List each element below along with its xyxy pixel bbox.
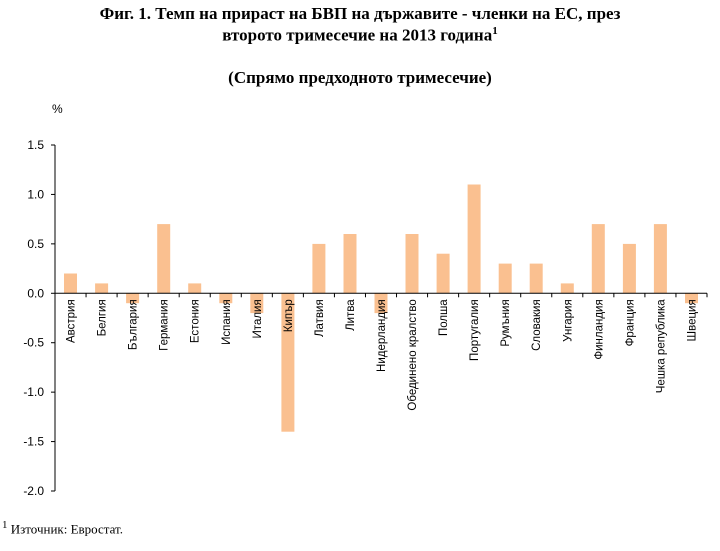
footnote: 1 Източник: Евростат.	[2, 519, 123, 537]
x-category-label: Унгария	[562, 299, 574, 342]
title-text-2: второто тримесечие на 2013 година	[222, 25, 493, 45]
subtitle-text: (Спрямо предходното тримесечие)	[228, 68, 492, 87]
y-tick-label: 0.5	[27, 237, 44, 251]
bar-14	[467, 184, 481, 294]
title-text-1: Фиг. 1. Темп на прираст на БВП на държав…	[99, 4, 621, 23]
bar-4	[157, 224, 171, 294]
bar-17	[560, 283, 574, 294]
axes-group	[51, 144, 708, 492]
chart-title-line2: второто тримесечие на 2013 година1	[0, 25, 720, 46]
chart-title-line1: Фиг. 1. Темп на прираст на БВП на държав…	[0, 4, 720, 24]
x-category-label: Финландия	[593, 299, 605, 359]
x-category-label: Чешка република	[655, 299, 667, 394]
x-category-label: Обединено кралство	[407, 299, 419, 410]
bar-19	[622, 243, 636, 294]
bar-11	[374, 293, 388, 314]
x-category-label: Словакия	[531, 299, 543, 351]
x-category-label: Швеция	[687, 299, 699, 341]
x-category-label: Естония	[190, 299, 202, 343]
y-tick-label: 1.5	[27, 138, 44, 152]
x-category-label: Белгия	[97, 299, 109, 336]
title-footnote-mark: 1	[492, 25, 498, 37]
x-category-label: Австрия	[66, 299, 78, 343]
bar-18	[591, 224, 605, 294]
y-tick-labels: 1.5 1.0 0.5 0.0 -0.5 -1.0 -1.5 -2.0	[23, 138, 44, 498]
bar-21	[685, 293, 698, 304]
y-unit-label: %	[52, 102, 63, 116]
y-tick-label: -2.0	[23, 484, 44, 498]
y-tick-label: 1.0	[27, 187, 44, 201]
x-category-label: Германия	[159, 299, 171, 351]
x-category-label: Нидерландия	[376, 299, 388, 372]
y-tick-label: -1.5	[23, 435, 44, 449]
x-category-label: Румъния	[500, 299, 512, 346]
bar-15	[498, 263, 512, 294]
bar-7	[250, 293, 264, 314]
x-category-labels: Австрия Белгия България Германия Естония Испа…	[66, 299, 699, 411]
x-category-label: Португалия	[469, 299, 481, 361]
bars-group	[64, 184, 698, 432]
chart-subtitle: (Спрямо предходното тримесечие)	[0, 68, 720, 88]
footnote-text: Източник: Евростат.	[7, 521, 123, 537]
x-category-label: Италия	[252, 299, 264, 338]
x-category-label: Франция	[624, 299, 636, 346]
bar-9	[312, 243, 326, 294]
x-category-label: Латвия	[314, 299, 326, 337]
bar-8	[281, 293, 295, 432]
y-tick-label: -0.5	[23, 336, 44, 350]
bar-2	[95, 283, 109, 294]
bar-6	[219, 293, 233, 304]
bar-1	[64, 273, 77, 294]
bar-10	[343, 234, 357, 294]
bar-12	[405, 234, 419, 294]
footnote-mark: 1	[2, 519, 8, 531]
y-tick-label: 0.0	[27, 286, 44, 300]
x-category-label: Испания	[221, 299, 233, 345]
x-category-label: Литва	[345, 299, 357, 331]
bar-13	[436, 253, 450, 294]
x-category-label: Кипър	[283, 299, 295, 332]
x-category-label: Полша	[438, 299, 450, 336]
y-tick-label: -1.0	[23, 385, 44, 399]
bar-5	[188, 283, 202, 294]
bar-16	[529, 263, 543, 294]
bar-20	[653, 224, 667, 294]
bar-3	[126, 293, 140, 304]
x-category-label: България	[128, 299, 140, 350]
